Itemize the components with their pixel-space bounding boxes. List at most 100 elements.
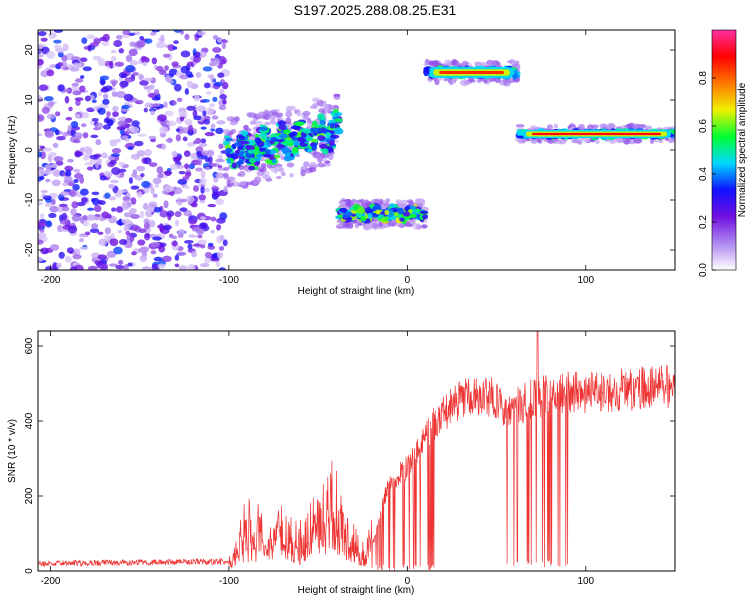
heatmap-cell xyxy=(57,51,64,58)
heatmap-cell xyxy=(45,265,53,270)
heatmap-cell xyxy=(130,234,135,242)
heatmap-cell xyxy=(39,145,46,150)
heatmap-cell xyxy=(56,262,62,269)
heatmap-cell xyxy=(52,169,62,177)
heatmap-cell xyxy=(492,59,500,67)
heatmap-cell xyxy=(38,58,44,66)
heatmap-cell xyxy=(97,254,107,261)
heatmap-band-core xyxy=(439,71,504,74)
heatmap-cell xyxy=(38,220,47,227)
heatmap-cell xyxy=(124,117,133,123)
heatmap-cell xyxy=(318,117,326,122)
heatmap-cell xyxy=(113,39,123,48)
heatmap-cell xyxy=(52,262,58,270)
heatmap-cell xyxy=(317,162,325,166)
heatmap-cell xyxy=(546,124,553,131)
heatmap-cell xyxy=(176,97,183,103)
heatmap-cell xyxy=(218,104,227,111)
heatmap-cell xyxy=(177,178,188,185)
heatmap-cell xyxy=(275,108,280,113)
heatmap-cell xyxy=(329,122,335,129)
heatmap-cell xyxy=(467,77,475,82)
heatmap-cell xyxy=(171,61,179,67)
heatmap-cell xyxy=(150,110,156,116)
heatmap-cell xyxy=(329,134,340,139)
heatmap-cell xyxy=(342,222,349,228)
heatmap-cell xyxy=(99,75,110,81)
heatmap-cell xyxy=(325,131,331,138)
colorbar-tick-label: 0.8 xyxy=(698,71,709,85)
heatmap-cell xyxy=(225,147,232,154)
heatmap-cell xyxy=(76,201,86,207)
heatmap-cell xyxy=(248,165,256,171)
heatmap-cell xyxy=(74,97,84,102)
heatmap-cell xyxy=(247,140,254,146)
heatmap-cell xyxy=(38,84,48,92)
heatmap-cell xyxy=(69,266,78,270)
heatmap-cell xyxy=(223,185,228,192)
heatmap-cell xyxy=(176,164,185,170)
heatmap-cell xyxy=(138,74,144,81)
heatmap-cell xyxy=(74,78,84,83)
heatmap-cell xyxy=(246,145,255,151)
heatmap-cell xyxy=(215,127,224,134)
heatmap-cell xyxy=(231,162,238,169)
heatmap-cell xyxy=(106,119,114,126)
heatmap-cell xyxy=(299,143,308,147)
heatmap-cell xyxy=(184,185,190,190)
heatmap-cell xyxy=(380,203,390,209)
heatmap-cell xyxy=(46,69,55,77)
heatmap-cell xyxy=(151,263,160,270)
heatmap-cell xyxy=(64,165,74,172)
heatmap-cell xyxy=(120,108,130,112)
heatmap-cell xyxy=(79,75,85,79)
heatmap-cell xyxy=(89,42,99,48)
heatmap-cell xyxy=(39,175,45,181)
heatmap-cell xyxy=(102,98,110,105)
heatmap-cell xyxy=(223,128,230,135)
heatmap-cell xyxy=(277,120,287,126)
heatmap-cell xyxy=(82,132,89,139)
x-tick-label: 0 xyxy=(405,275,411,286)
heatmap-cell xyxy=(159,226,165,232)
heatmap-cell xyxy=(97,107,106,115)
heatmap-cell xyxy=(285,117,292,125)
heatmap-cell xyxy=(416,223,421,229)
heatmap-cell xyxy=(90,134,99,139)
heatmap-cell xyxy=(42,147,53,152)
heatmap-cell xyxy=(141,266,152,270)
heatmap-cell xyxy=(148,201,158,208)
heatmap-cell xyxy=(138,228,147,234)
heatmap-cell xyxy=(606,122,616,130)
heatmap-cell xyxy=(193,185,200,192)
heatmap-cell xyxy=(240,130,249,136)
heatmap-cell xyxy=(74,151,84,157)
heatmap-cell xyxy=(621,124,626,130)
heatmap-cell xyxy=(536,138,542,143)
heatmap-cell xyxy=(93,204,102,213)
heatmap-cell xyxy=(148,84,155,90)
heatmap-cell xyxy=(512,73,518,79)
heatmap-cell xyxy=(333,93,341,97)
heatmap-cell xyxy=(72,62,82,69)
heatmap-cell xyxy=(54,129,60,136)
heatmap-cell xyxy=(419,210,429,215)
heatmap-cell xyxy=(38,256,44,263)
heatmap-cell xyxy=(221,42,226,50)
heatmap-cell xyxy=(270,117,276,125)
heatmap-cell xyxy=(115,138,121,143)
heatmap-cell xyxy=(62,182,69,187)
heatmap-cell xyxy=(44,164,53,170)
colorbar-tick-label: 0.4 xyxy=(698,167,709,181)
heatmap-cell xyxy=(184,171,192,177)
heatmap-cell xyxy=(68,106,73,112)
heatmap-cell xyxy=(39,213,45,220)
heatmap-cell xyxy=(282,129,292,134)
heatmap-cell xyxy=(306,148,313,152)
colorbar-ticks: 0.0 0.2 0.4 0.6 0.8 xyxy=(698,71,716,277)
heatmap-cell xyxy=(168,68,178,76)
heatmap-cell xyxy=(216,120,226,125)
heatmap-cell xyxy=(236,160,245,165)
heatmap-cell xyxy=(98,200,106,206)
heatmap-cell xyxy=(143,157,152,165)
